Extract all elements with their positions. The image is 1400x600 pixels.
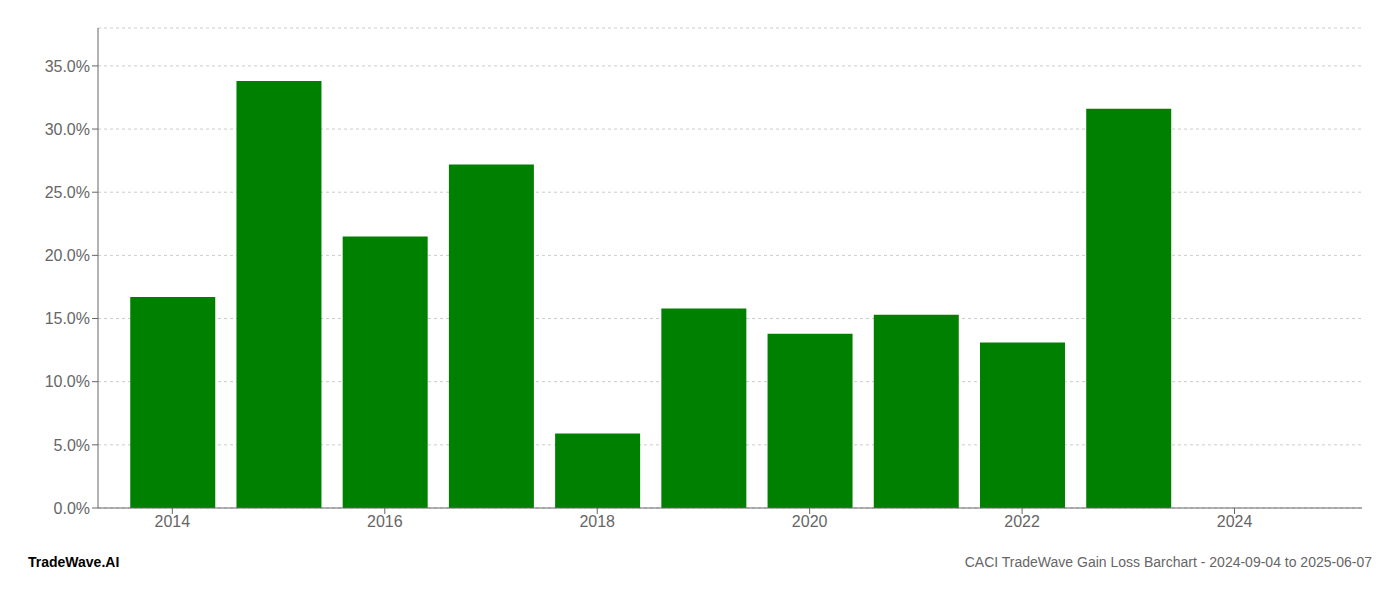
svg-text:2024: 2024 <box>1217 513 1253 530</box>
svg-text:25.0%: 25.0% <box>45 184 90 201</box>
svg-text:2020: 2020 <box>792 513 828 530</box>
svg-text:2016: 2016 <box>367 513 403 530</box>
svg-text:30.0%: 30.0% <box>45 121 90 138</box>
svg-text:35.0%: 35.0% <box>45 58 90 75</box>
svg-text:0.0%: 0.0% <box>54 500 90 517</box>
svg-text:5.0%: 5.0% <box>54 437 90 454</box>
svg-text:2014: 2014 <box>155 513 191 530</box>
svg-text:20.0%: 20.0% <box>45 247 90 264</box>
svg-text:2018: 2018 <box>579 513 615 530</box>
svg-text:10.0%: 10.0% <box>45 373 90 390</box>
html-text:TradeWave.AI: TradeWave.AI <box>28 554 120 570</box>
svg-text:2022: 2022 <box>1004 513 1040 530</box>
svg-text:15.0%: 15.0% <box>45 310 90 327</box>
html-text:CACI TradeWave Gain Loss Barch: CACI TradeWave Gain Loss Barchart - 2024… <box>964 554 1372 570</box>
